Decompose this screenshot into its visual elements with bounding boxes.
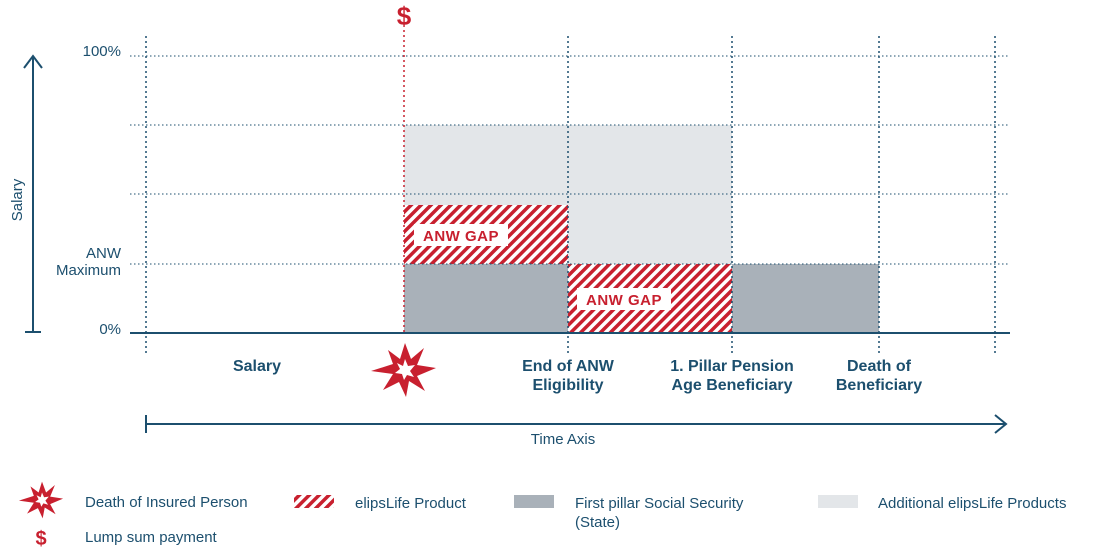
legend-lump-sum-text: Lump sum payment [85, 529, 218, 546]
time-axis-arrow [145, 414, 1008, 434]
legend-dollar-icon: $ [35, 528, 46, 550]
legend-additional-products-text: Additional elipsLife Products [878, 495, 1066, 512]
legend-hatch-swatch [294, 495, 334, 508]
category-death-beneficiary-line2: Beneficiary [836, 377, 922, 394]
y-label-anw-line1: ANW [86, 245, 122, 262]
y-label-zero: 0% [99, 321, 121, 338]
first-pillar-block-1 [404, 264, 568, 333]
anw-gap-label-bg-1 [414, 224, 508, 246]
category-pillar-pension-line2: Age Beneficiary [672, 377, 793, 394]
legend-explosion-icon [18, 481, 64, 519]
category-salary: Salary [233, 358, 281, 375]
category-end-anw-line1: End of ANW [522, 358, 615, 375]
legend-first-pillar-text-line1: First pillar Social Security [575, 495, 744, 512]
legend-gray-swatch [514, 495, 554, 508]
time-axis-title: Time Axis [531, 431, 595, 448]
legend: Death of Insured Person $ Lump sum payme… [18, 481, 1066, 550]
dollar-icon: $ [397, 1, 412, 31]
horizontal-gridlines [130, 55, 1010, 265]
anw-gap-label-2: ANW GAP [586, 292, 662, 309]
first-pillar-block-2 [732, 264, 879, 333]
anw-gap-label-bg-2 [577, 288, 671, 310]
y-axis-arrow [23, 54, 43, 333]
legend-elipslife-product-text: elipsLife Product [355, 495, 467, 512]
legend-death-insured-text: Death of Insured Person [85, 494, 248, 511]
category-end-anw-line2: Eligibility [532, 377, 603, 394]
legend-first-pillar-text-line2: (State) [575, 514, 620, 531]
legend-light-gray-swatch [818, 495, 858, 508]
category-death-beneficiary-line1: Death of [847, 358, 912, 375]
anw-gap-label-1: ANW GAP [423, 228, 499, 245]
category-pillar-pension-line1: 1. Pillar Pension [670, 358, 794, 375]
explosion-icon [371, 343, 436, 397]
y-label-anw-line2: Maximum [56, 262, 121, 279]
y-label-100: 100% [83, 43, 121, 60]
y-axis-title: Salary [9, 178, 26, 221]
